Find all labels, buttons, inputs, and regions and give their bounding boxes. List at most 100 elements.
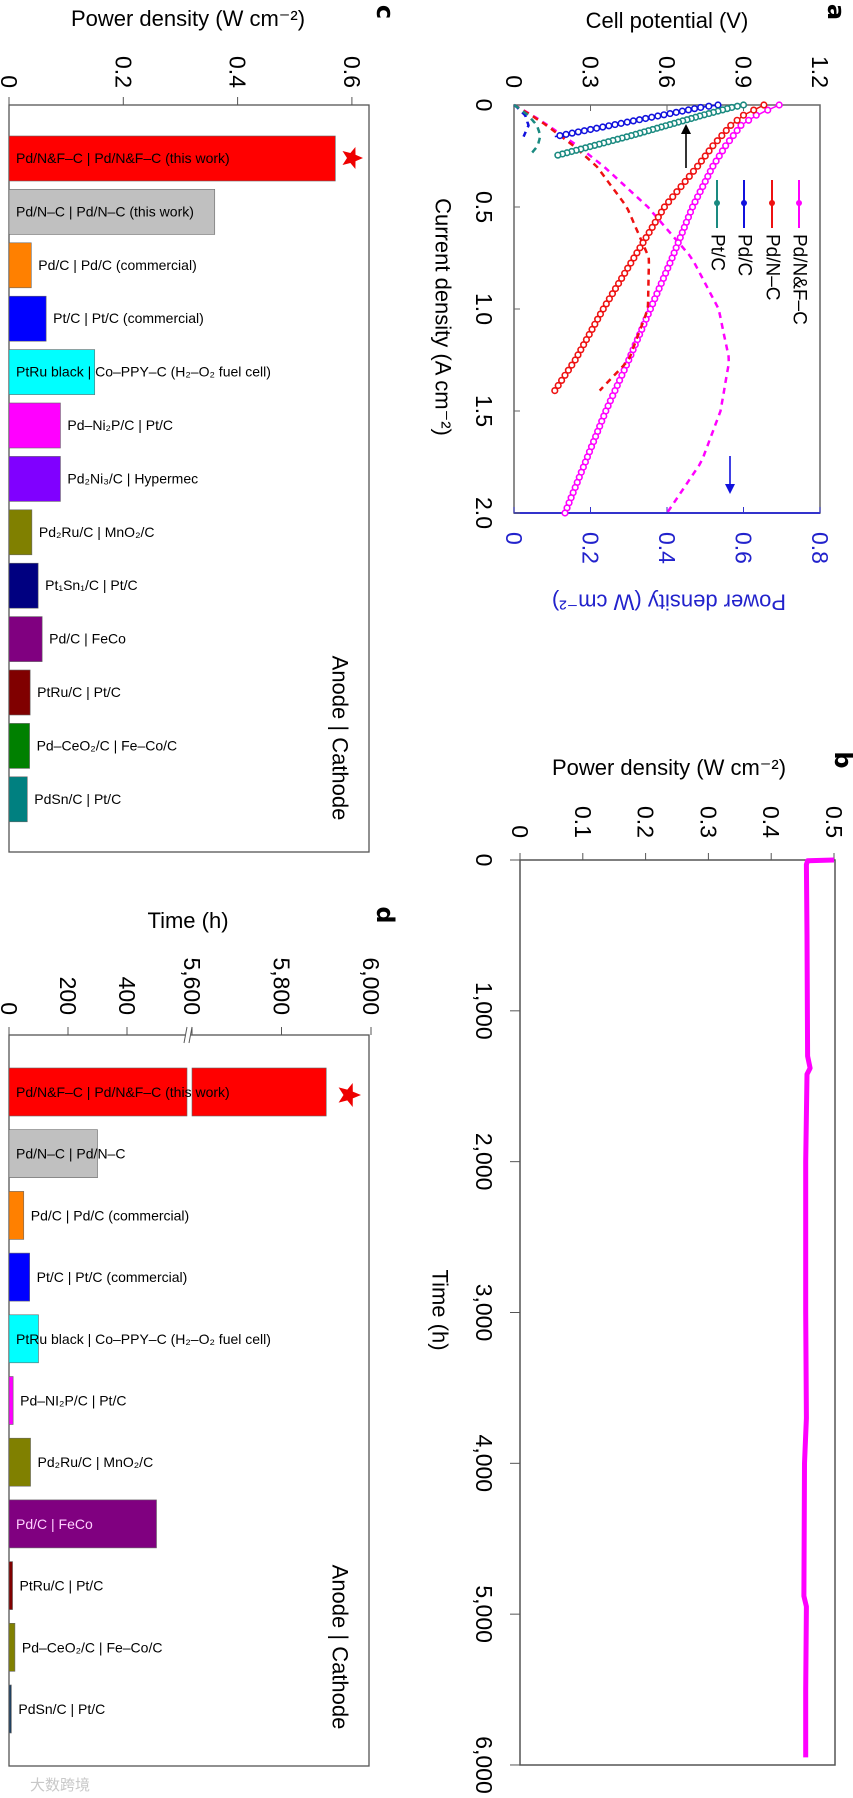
c-bar-label: Pd/N&F–C | Pd/N&F–C (this work) xyxy=(16,150,230,166)
a-data-point xyxy=(715,152,723,160)
a-power-curve xyxy=(513,103,731,514)
d-bar-upper-segment xyxy=(191,1067,327,1117)
panel-label-a: a xyxy=(822,4,850,20)
arrow-to-potential-axis xyxy=(681,124,691,168)
a-data-point xyxy=(633,249,641,257)
c-bar xyxy=(8,616,43,662)
a-data-point xyxy=(574,128,582,136)
a-data-point xyxy=(577,346,585,354)
a-data-point xyxy=(556,132,564,140)
a-data-point xyxy=(557,376,566,385)
panel-c-chart: Power density (W cm⁻²) Anode | Cathode 0… xyxy=(0,6,370,853)
panel-label-c: c xyxy=(371,5,399,19)
b-power-tick-label: 0.4 xyxy=(758,806,784,838)
a-data-point xyxy=(641,114,650,123)
a-data-point xyxy=(591,320,599,328)
panel-a-chart: Cell potential (V) Current density (A cm… xyxy=(431,8,834,615)
a-data-point xyxy=(739,111,748,119)
c-bar xyxy=(8,562,39,609)
a-power-axis-title: Power density (W cm⁻²) xyxy=(552,590,786,615)
a-data-point xyxy=(648,223,656,231)
legend-marker xyxy=(796,200,802,206)
a-data-point xyxy=(697,103,705,112)
a-plot-frame xyxy=(513,104,821,514)
d-anode-cathode-label: Anode | Cathode xyxy=(328,1565,353,1730)
a-data-point xyxy=(571,356,579,364)
a-data-point xyxy=(672,108,680,116)
d-bar xyxy=(8,1684,12,1734)
a-data-point xyxy=(733,102,741,110)
a-current-tick-label: 0 xyxy=(471,99,497,112)
a-data-point xyxy=(714,101,722,109)
c-bar-label: Pd–CeO₂/C | Fe–Co/C xyxy=(37,737,178,753)
a-data-point xyxy=(605,295,613,303)
legend-marker xyxy=(769,200,775,206)
a-power-curve xyxy=(513,103,530,138)
a-data-point xyxy=(554,381,562,390)
a-data-point xyxy=(744,116,753,124)
a-data-point xyxy=(645,228,653,237)
b-time-tick-label: 0 xyxy=(471,854,497,867)
b-time-tick-label: 6,000 xyxy=(471,1736,497,1794)
legend-marker xyxy=(714,200,720,206)
a-data-point xyxy=(580,127,588,135)
a-data-point xyxy=(678,107,686,115)
c-bar-label: Pt₁Sn₁/C | Pt/C xyxy=(45,577,137,593)
d-this-work-star-icon xyxy=(338,1083,361,1107)
d-bar-label: Pd₂Ru/C | MnO₂/C xyxy=(38,1454,154,1470)
d-bar-label: PtRu black | Co–PPY–C (H₂–O₂ fuel cell) xyxy=(16,1331,271,1347)
legend-label: Pt/C xyxy=(707,234,728,271)
a-data-point xyxy=(585,330,593,339)
d-bar-label: PtRu/C | Pt/C xyxy=(20,1578,104,1594)
b-power-tick-label: 0.3 xyxy=(695,806,721,838)
c-power-tick-label: 0.2 xyxy=(110,56,136,88)
legend-marker xyxy=(741,200,747,206)
a-data-point xyxy=(582,336,591,344)
c-bar-label: Pd/N–C | Pd/N–C (this work) xyxy=(16,203,194,219)
c-bar xyxy=(8,456,61,502)
d-bar xyxy=(8,1314,39,1364)
a-data-point xyxy=(760,101,768,109)
d-time-tick-label: 5,800 xyxy=(269,957,295,1015)
c-bar xyxy=(8,776,28,823)
a-data-point xyxy=(713,137,721,145)
a-data-point xyxy=(554,151,562,159)
c-bar-label: Pd₂Ni₃/C | Hypermec xyxy=(67,470,198,486)
a-data-point xyxy=(611,285,620,293)
a-data-point xyxy=(666,109,674,118)
c-bar xyxy=(8,189,216,235)
a-data-point xyxy=(651,218,659,226)
d-bar-label: PdSn/C | Pt/C xyxy=(18,1701,105,1717)
a-potential-tick-label: 0.6 xyxy=(654,56,680,88)
a-data-point xyxy=(718,147,727,155)
b-time-tick-label: 4,000 xyxy=(471,1435,497,1493)
a-data-point xyxy=(750,106,758,114)
a-data-point xyxy=(727,121,735,129)
panel-label-b: b xyxy=(829,751,853,768)
a-data-point xyxy=(684,106,693,114)
d-bar xyxy=(8,1499,157,1549)
a-data-point xyxy=(701,152,709,160)
a-data-point xyxy=(611,120,619,129)
a-data-point xyxy=(690,105,699,113)
a-data-point xyxy=(627,259,635,267)
a-data-point xyxy=(617,119,625,127)
c-bar xyxy=(8,135,336,182)
a-data-point xyxy=(725,137,734,145)
a-data-point xyxy=(705,102,713,110)
legend-label: Pd/C xyxy=(734,234,755,276)
a-power-tick-label: 0.2 xyxy=(578,532,604,564)
panel-label-d: d xyxy=(371,906,399,923)
d-time-axis-title: Time (h) xyxy=(147,908,228,933)
c-bar-label: PdSn/C | Pt/C xyxy=(34,791,121,807)
a-data-point xyxy=(729,132,737,140)
a-current-tick-label: 0.5 xyxy=(471,191,497,223)
a-data-point xyxy=(722,126,730,135)
a-data-point xyxy=(689,167,698,175)
panel-b-chart: Power density (W cm⁻²) Time (h) 0 0.1 0.2 0… xyxy=(428,755,848,1794)
a-data-point xyxy=(586,125,595,134)
c-this-work-star-icon xyxy=(342,147,363,169)
a-data-point xyxy=(718,132,726,140)
a-data-point xyxy=(642,234,650,242)
